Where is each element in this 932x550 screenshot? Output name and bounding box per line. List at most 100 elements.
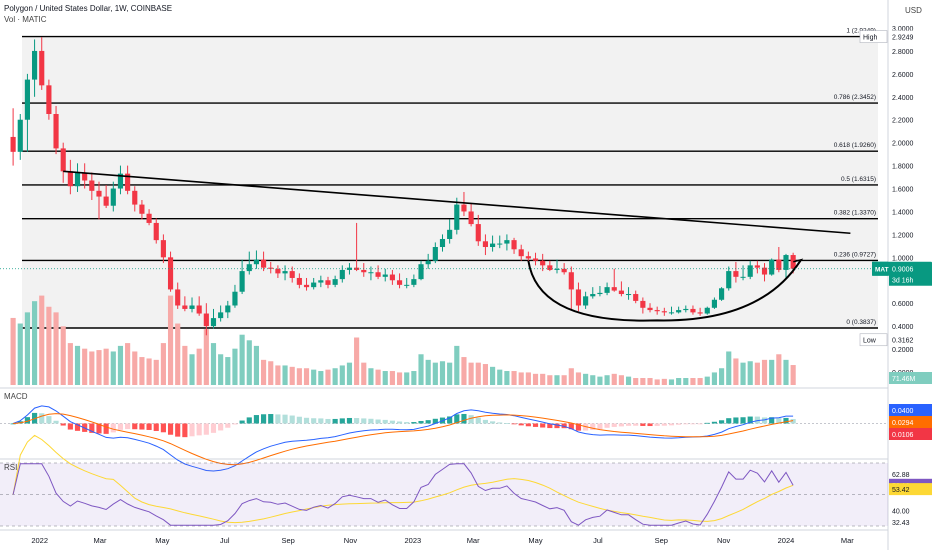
macd-histogram-bar (640, 423, 646, 426)
macd-histogram-bar (74, 423, 81, 431)
price-axis[interactable]: 3.0000 2.8000 2.6000 2.4000 2.2000 2.0000 1.80… (0, 26, 932, 527)
price-tick-label: 1.0000 (892, 255, 914, 262)
macd-histogram-bar (504, 423, 510, 424)
candle-body (783, 255, 789, 270)
macd-histogram-bar (139, 423, 145, 430)
candle-body (668, 312, 675, 314)
high-price-label: 2.9249 (892, 35, 914, 42)
macd-histogram-bar (60, 423, 66, 426)
low-tag-label: Low (863, 338, 877, 345)
candle-body (296, 277, 302, 285)
rsi-tick-label: 40.00 (892, 508, 910, 515)
candle-body (289, 271, 295, 278)
time-axis[interactable]: 2022 Mar May Jul Sep Nov 2023 Mar May Jul Sep Nov 20… (31, 536, 854, 545)
volume-bar (697, 378, 703, 385)
candle-body (218, 312, 224, 319)
macd-histogram-bar (676, 423, 682, 425)
volume-bar (67, 343, 73, 385)
macd-histogram-bar (754, 416, 760, 424)
candle-body (261, 259, 267, 268)
volume-bar (125, 343, 131, 385)
macd-histogram-bar (747, 416, 753, 424)
time-tick-label: May (528, 536, 542, 545)
macd-histogram-bar (261, 414, 267, 424)
volume-bar (719, 368, 725, 385)
price-tick-label: 1.4000 (892, 209, 914, 216)
low-tag-bg (859, 333, 888, 347)
volume-bar (547, 375, 553, 385)
price-tick-label: 1.8000 (892, 164, 914, 171)
countdown-label: 3d 16h (892, 278, 914, 285)
volume-bar (60, 326, 66, 385)
volume-bar (146, 358, 152, 385)
volume-bar (332, 368, 338, 385)
macd-histogram-bar (761, 417, 768, 424)
macd-histogram-bar (740, 417, 746, 424)
time-tick-label: May (155, 536, 169, 545)
candle-body (117, 173, 124, 189)
macd-histogram-bar (597, 423, 603, 430)
candle-body (511, 240, 517, 250)
last-price-label-bg (889, 262, 932, 275)
currency-label[interactable]: USD (905, 6, 922, 15)
candle-body (46, 85, 52, 114)
volume-bar (747, 361, 753, 385)
macd-histogram-bar (246, 417, 252, 424)
macd-histogram-bar (132, 423, 138, 430)
macd-histogram-bar (332, 418, 338, 424)
macd-line (12, 405, 794, 472)
macd-histogram-bar (239, 420, 245, 424)
volume-bar (382, 371, 388, 385)
volume-bar (532, 373, 539, 385)
macd-histogram-bar (461, 413, 467, 424)
volume-bar (447, 362, 453, 385)
macd-histogram-bar (339, 418, 345, 424)
candle-body (10, 136, 16, 152)
macd-histogram-bar (468, 415, 474, 424)
candle-body (67, 171, 73, 187)
volume-bar (711, 372, 718, 385)
candle-body (389, 274, 395, 281)
rsi-legend: RSI (4, 463, 18, 472)
price-tick-label: 0.4000 (892, 324, 914, 331)
volume-bar (296, 368, 302, 385)
candle-body (339, 269, 345, 280)
volume-bar (361, 362, 367, 385)
macd-histogram-bar (482, 419, 489, 424)
macd-histogram-bar (146, 423, 152, 430)
candle-body (583, 296, 589, 306)
candle-body (726, 271, 732, 289)
volume-bar (704, 376, 710, 385)
macd-histogram-bar (661, 423, 667, 426)
candle-body (525, 256, 531, 259)
volume-bar (490, 366, 496, 385)
candle-body (311, 282, 317, 288)
volume-bar (439, 361, 446, 385)
candle-body (110, 188, 116, 206)
candlesticks (10, 37, 796, 336)
macd-histogram-bar (647, 423, 653, 427)
macd-histogram-bar (167, 423, 174, 435)
volume-bar (740, 362, 746, 385)
time-tick-label: Sep (281, 536, 294, 545)
macd-histogram-bar (704, 422, 710, 424)
volume-bar (396, 372, 403, 385)
macd-legend: MACD (4, 392, 28, 401)
volume-bar (39, 295, 45, 385)
rsi-ma-value-label: 53.42 (892, 487, 910, 494)
macd-histogram-bar (683, 423, 689, 425)
candle-body (590, 294, 596, 297)
volume-bar (46, 306, 52, 385)
candle-body (711, 299, 718, 308)
candle-body (747, 265, 753, 277)
candle-body (661, 311, 667, 313)
last-price-label: 0.9006 (892, 267, 914, 274)
low-price-label-bg (889, 333, 932, 346)
macd-histogram-bar (368, 418, 374, 424)
candle-body (733, 271, 739, 277)
volume-bar (110, 351, 116, 385)
rsi-tick-label: 62.88 (892, 472, 910, 479)
macd-histogram-bar (189, 423, 195, 437)
volume-bar (117, 345, 124, 385)
